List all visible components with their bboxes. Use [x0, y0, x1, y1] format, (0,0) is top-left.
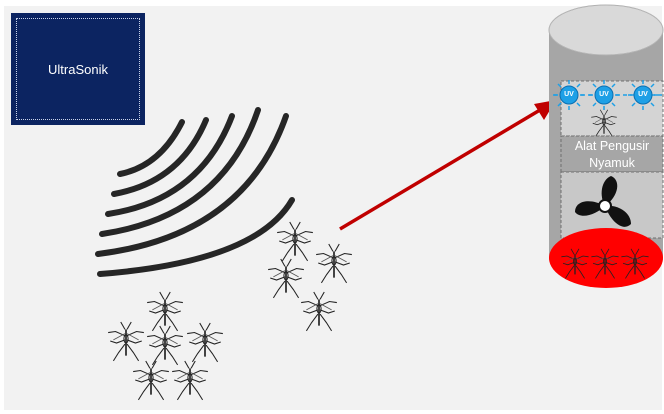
sound-wave-arc — [99, 107, 261, 237]
mosquito-swarm-left — [107, 291, 224, 401]
mosquito-icon — [132, 360, 170, 401]
uv-lamp-label: UV — [599, 91, 609, 98]
mosquito-icon — [171, 360, 209, 401]
mosquito-icon — [107, 321, 145, 362]
uv-lamp-label: UV — [564, 91, 574, 98]
mosquito-icon — [267, 258, 305, 299]
mosquito-icon — [300, 291, 338, 332]
sound-wave-arc — [95, 113, 289, 257]
uv-lamp-icon — [589, 80, 619, 110]
fan-icon — [575, 176, 631, 227]
device-label-line1: Alat Pengusir — [574, 139, 650, 153]
uv-lamp-icon — [554, 80, 584, 110]
mosquito-icon — [315, 243, 353, 284]
mosquito-icon — [146, 325, 184, 366]
ultrasonic-label: UltraSonik — [48, 61, 108, 77]
mosquito-icon — [276, 221, 314, 262]
sound-wave-arc — [105, 113, 235, 217]
mosquito-icon — [146, 291, 184, 332]
uv-lamp-icon — [628, 80, 658, 110]
mosquito-swarm-right — [267, 221, 353, 332]
ultrasonic-box: UltraSonik — [11, 13, 145, 125]
uv-lamp-label: UV — [638, 91, 648, 98]
sound-wave-arc — [97, 197, 295, 277]
mosquito-icon — [186, 322, 224, 363]
sound-wave-arc — [111, 117, 209, 197]
ultrasonic-box-border: UltraSonik — [16, 18, 140, 120]
device-label-line2: Nyamuk — [589, 156, 635, 170]
sound-wave-icon — [95, 107, 295, 277]
device-label: Alat Pengusir Nyamuk — [561, 138, 663, 172]
arrow-icon — [339, 100, 556, 231]
uv-lamps — [554, 80, 658, 110]
sound-wave-arc — [117, 119, 185, 177]
